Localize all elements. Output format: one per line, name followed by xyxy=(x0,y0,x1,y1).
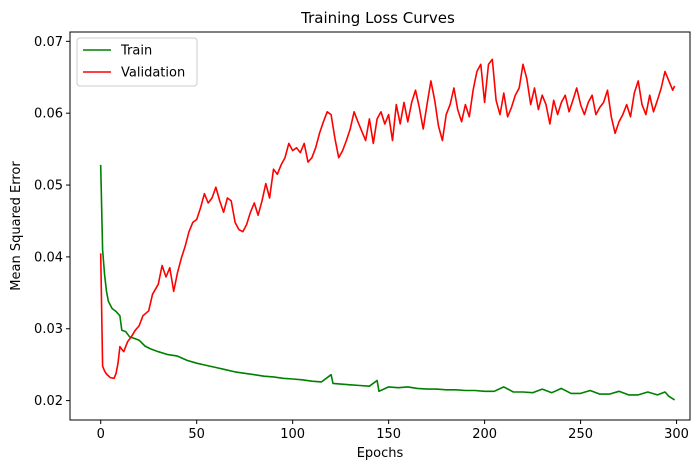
y-tick-label: 0.03 xyxy=(34,322,63,337)
x-axis-label: Epochs xyxy=(357,446,404,461)
x-tick-label: 200 xyxy=(472,427,497,442)
y-tick-label: 0.07 xyxy=(34,35,63,50)
series-line-train xyxy=(99,164,676,401)
axes-frame xyxy=(69,31,691,421)
x-tick-label: 100 xyxy=(280,427,305,442)
axis-ticks: 0 50 100 150 200 250 300 0.02 0.03 0.04 0.05 0.06 0.… xyxy=(34,35,689,442)
legend-label-train: Train xyxy=(120,44,152,59)
y-tick-label: 0.02 xyxy=(34,394,63,409)
x-tick-label: 150 xyxy=(376,427,401,442)
y-tick-label: 0.04 xyxy=(34,250,63,265)
legend: Train Validation xyxy=(76,37,198,87)
x-tick-label: 300 xyxy=(664,427,689,442)
chart-title: Training Loss Curves xyxy=(300,9,455,27)
x-tick-label: 250 xyxy=(568,427,593,442)
series-line-validation xyxy=(99,58,676,380)
y-axis-label: Mean Squared Error xyxy=(9,161,24,291)
y-tick-label: 0.05 xyxy=(34,179,63,194)
plot-area xyxy=(69,31,691,421)
legend-label-validation: Validation xyxy=(121,66,185,81)
y-tick-label: 0.06 xyxy=(34,107,63,122)
x-tick-label: 50 xyxy=(188,427,205,442)
x-tick-label: 0 xyxy=(97,427,105,442)
